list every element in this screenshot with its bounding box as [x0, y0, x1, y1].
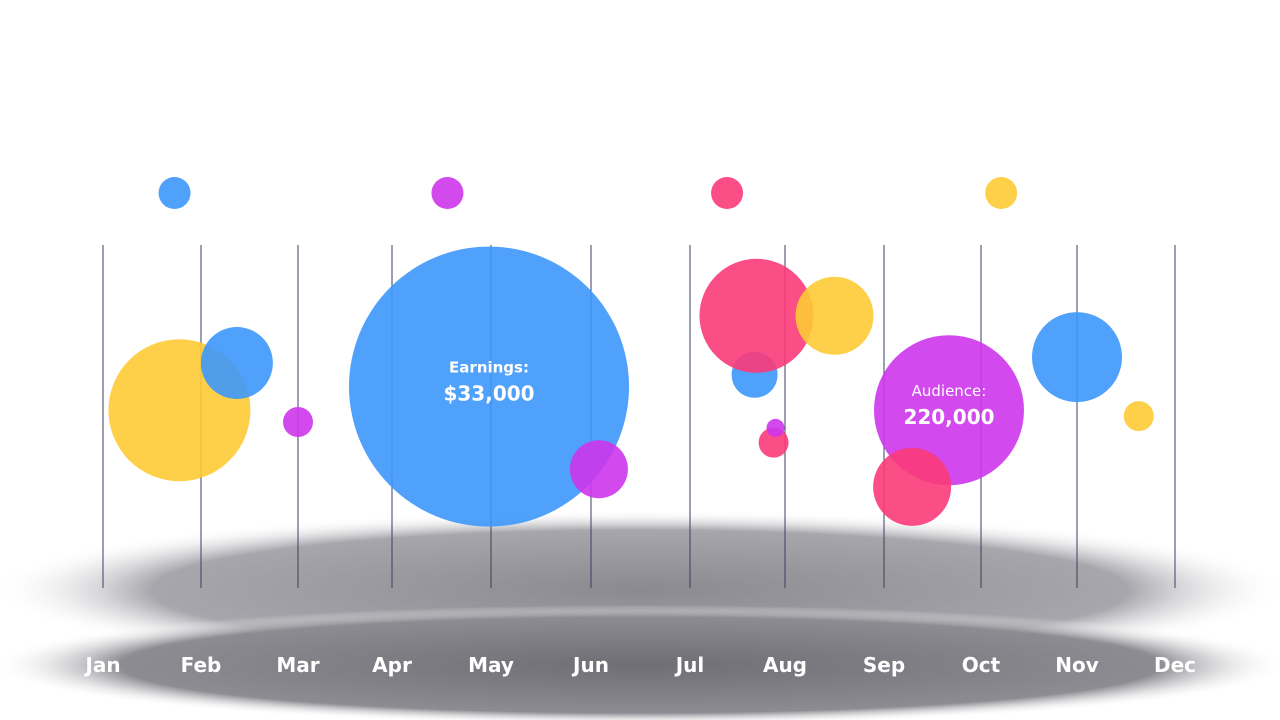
- month-label-mar: Mar: [276, 653, 319, 677]
- month-label-oct: Oct: [962, 653, 1001, 677]
- month-label-nov: Nov: [1055, 653, 1099, 677]
- bubble-5[interactable]: [569, 440, 628, 499]
- bubble-circle[interactable]: [349, 246, 630, 527]
- bubble-7[interactable]: [758, 427, 789, 458]
- bubble-2[interactable]: [200, 327, 273, 399]
- month-label-sep: Sep: [863, 653, 905, 677]
- legend-dot-magenta[interactable]: [431, 177, 464, 209]
- bubble-4[interactable]: Earnings: $33,000: [349, 246, 630, 527]
- month-labels: Jan Feb Mar Apr May Jun Jul Aug Sep Oct Nov Dec: [83, 653, 1196, 677]
- bubble-circle[interactable]: [873, 447, 952, 526]
- month-label-jun: Jun: [571, 653, 609, 677]
- bubble-14[interactable]: [1123, 401, 1154, 432]
- legend-dots: [158, 177, 1018, 209]
- month-label-feb: Feb: [181, 653, 222, 677]
- month-label-dec: Dec: [1154, 653, 1196, 677]
- bubble-circle[interactable]: [1123, 401, 1154, 432]
- bubble-label: Earnings:: [449, 359, 529, 377]
- legend-dot-blue[interactable]: [158, 177, 191, 209]
- bubbles: Earnings: $33,000 Audience: 220,000: [108, 246, 1154, 527]
- month-label-aug: Aug: [763, 653, 807, 677]
- bubble-value: $33,000: [443, 382, 534, 406]
- legend-dot-yellow[interactable]: [985, 177, 1018, 209]
- month-label-may: May: [468, 653, 514, 677]
- bubble-3[interactable]: [283, 407, 313, 437]
- bubble-circle[interactable]: [758, 427, 789, 458]
- bubble-circle[interactable]: [283, 407, 313, 437]
- bubble-10[interactable]: [766, 418, 785, 437]
- bubble-circle[interactable]: [699, 258, 814, 373]
- bubble-circle[interactable]: [795, 276, 874, 355]
- bubble-9[interactable]: [795, 276, 874, 355]
- bubble-circle[interactable]: [766, 418, 785, 437]
- month-label-jan: Jan: [83, 653, 120, 677]
- month-label-jul: Jul: [674, 653, 705, 677]
- legend-dot-pink[interactable]: [711, 177, 744, 209]
- floor-shadow-lower: [0, 605, 1280, 720]
- month-label-apr: Apr: [372, 653, 412, 677]
- bubble-13[interactable]: [1032, 312, 1122, 403]
- bubble-circle[interactable]: [200, 327, 273, 399]
- bubble-circle[interactable]: [569, 440, 628, 499]
- bubble-11[interactable]: Audience: 220,000: [873, 335, 1024, 486]
- bubble-circle[interactable]: [1032, 312, 1122, 403]
- bubble-12[interactable]: [873, 447, 952, 526]
- bubble-label: Audience:: [912, 382, 987, 400]
- bubble-8[interactable]: [699, 258, 814, 373]
- bubble-value: 220,000: [903, 405, 994, 429]
- bubble-circle[interactable]: [873, 335, 1024, 486]
